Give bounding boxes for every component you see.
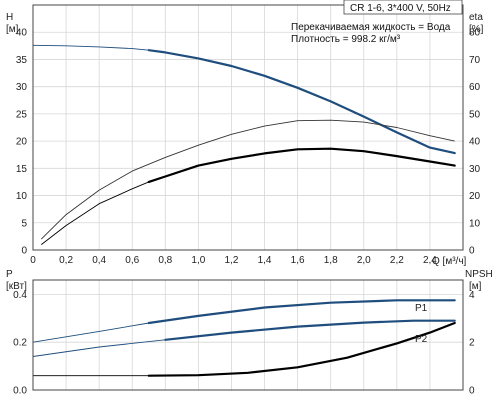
x-tick-label: 0,4: [92, 255, 106, 266]
bottom-panel: 0.0 0.2 0.4 0 2 4 P [кВт] NPSH [м] P1 P2: [6, 269, 493, 397]
x-tick-label: 1,2: [225, 255, 239, 266]
head-curve-line: [32, 44, 455, 154]
top-y-ticks-right: 0 10 20 30 40 50 60 70 80: [469, 28, 481, 257]
top-series: [32, 44, 456, 245]
top-y-ticks-left: 0 5 10 15 20 25 30 35 40: [16, 28, 28, 257]
efficiency-curve-thin-line: [40, 119, 455, 240]
x-tick-label: 2,2: [390, 255, 404, 266]
bottom-y-ticks-left: 0.0 0.2 0.4: [13, 290, 27, 397]
p-axis-label: P: [6, 269, 13, 280]
npsh-tick-label: 2: [469, 338, 475, 349]
npsh-axis-unit: [м]: [469, 281, 482, 292]
y-left-label: H: [6, 12, 13, 23]
bottom-y-ticks-right: 0 2 4: [469, 290, 475, 397]
x-tick-label: 2,0: [357, 255, 371, 266]
npsh-axis-label: NPSH: [465, 269, 493, 280]
y-left-tick-label: 30: [16, 82, 28, 93]
p2-curve-line: [32, 320, 455, 357]
y-right-tick-label: 0: [469, 246, 475, 257]
y-left-tick-label: 35: [16, 55, 28, 66]
top-plot-frame: [32, 4, 464, 251]
y-right-label: eta: [469, 12, 483, 23]
p1-label: P1: [415, 303, 428, 314]
top-panel: 0 0,2 0,4 0,6 0,8 1,0 1,2 1,4 1,6 1,8 2,0 2,2 2,4 0 5…: [6, 0, 484, 267]
y-right-tick-label: 70: [469, 55, 481, 66]
npsh-curve-operating-range: [147, 321, 456, 377]
head-curve-operating-range: [147, 49, 456, 155]
y-left-tick-label: 20: [16, 137, 28, 148]
x-tick-label: 0,2: [59, 255, 73, 266]
top-x-ticks: 0 0,2 0,4 0,6 0,8 1,0 1,2 1,4 1,6 1,8 2,0 2,2 2,4: [30, 255, 437, 266]
p2-curve-operating-range: [164, 319, 456, 341]
y-left-unit: [м]: [6, 24, 19, 35]
x-tick-label: 0: [30, 255, 36, 266]
density-info: Плотность = 998.2 кг/м³: [291, 34, 401, 45]
npsh-tick-label: 4: [469, 290, 475, 301]
x-tick-label: 1,0: [191, 255, 205, 266]
y-left-tick-label: 10: [16, 191, 28, 202]
efficiency-curve-line: [41, 148, 455, 245]
y-left-tick-label: 0: [21, 246, 27, 257]
y-right-tick-label: 50: [469, 109, 481, 120]
y-left-tick-label: 40: [16, 28, 28, 39]
y-left-tick-label: 5: [21, 218, 27, 229]
p-tick-label: 0.0: [13, 386, 27, 397]
p-tick-label: 0.2: [13, 338, 27, 349]
x-tick-label: 2,4: [423, 255, 437, 266]
p2-label: P2: [415, 334, 428, 345]
fluid-info: Перекачиваемая жидкость = Вода: [291, 22, 451, 33]
efficiency-curve-operating-range: [147, 147, 456, 183]
bottom-series: [32, 299, 456, 377]
x-axis-label: Q [м³/ч]: [432, 256, 467, 267]
y-left-tick-label: 25: [16, 109, 28, 120]
model-label: CR 1-6, 3*400 V, 50Hz: [350, 3, 451, 14]
x-tick-label: 1,8: [324, 255, 338, 266]
y-right-tick-label: 20: [469, 191, 481, 202]
p1-curve-operating-range: [147, 299, 456, 325]
x-tick-label: 0,6: [125, 255, 139, 266]
bottom-plot-frame: [32, 279, 464, 391]
y-left-tick-label: 15: [16, 164, 28, 175]
x-tick-label: 1,4: [258, 255, 272, 266]
x-tick-label: 0,8: [158, 255, 172, 266]
p-tick-label: 0.4: [13, 290, 27, 301]
y-right-tick-label: 80: [469, 28, 481, 39]
x-tick-label: 1,6: [291, 255, 305, 266]
y-right-tick-label: 30: [469, 164, 481, 175]
model-label-box: [343, 0, 463, 15]
y-right-tick-label: 10: [469, 218, 481, 229]
npsh-tick-label: 0: [469, 386, 475, 397]
p-axis-unit: [кВт]: [6, 281, 27, 292]
y-right-tick-label: 60: [469, 82, 481, 93]
y-right-unit: [%]: [469, 24, 484, 35]
y-right-tick-label: 40: [469, 137, 481, 148]
